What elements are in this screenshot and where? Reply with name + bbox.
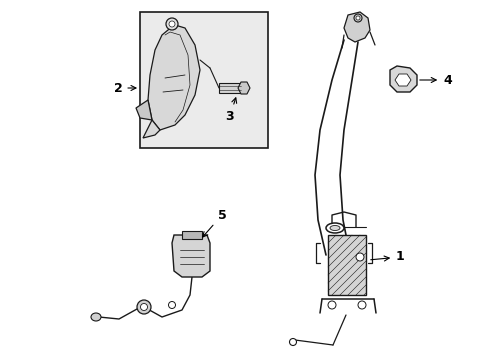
Circle shape bbox=[169, 21, 175, 27]
Circle shape bbox=[355, 16, 359, 20]
Polygon shape bbox=[142, 120, 160, 138]
Circle shape bbox=[327, 301, 335, 309]
Circle shape bbox=[355, 253, 363, 261]
Circle shape bbox=[353, 14, 361, 22]
Polygon shape bbox=[136, 100, 152, 120]
Polygon shape bbox=[238, 82, 249, 94]
Text: 5: 5 bbox=[202, 208, 226, 237]
Text: 2: 2 bbox=[113, 81, 136, 95]
Ellipse shape bbox=[91, 313, 101, 321]
Polygon shape bbox=[148, 25, 200, 130]
Text: 3: 3 bbox=[225, 98, 236, 122]
Polygon shape bbox=[343, 12, 369, 42]
Ellipse shape bbox=[325, 223, 343, 233]
Text: 1: 1 bbox=[370, 251, 404, 264]
Ellipse shape bbox=[329, 225, 339, 230]
Bar bbox=[327, 235, 365, 295]
Text: 4: 4 bbox=[419, 73, 451, 86]
Circle shape bbox=[165, 18, 178, 30]
Polygon shape bbox=[394, 74, 410, 86]
Circle shape bbox=[168, 302, 175, 309]
Circle shape bbox=[137, 300, 151, 314]
Bar bbox=[219, 83, 241, 93]
Circle shape bbox=[289, 338, 296, 346]
Circle shape bbox=[357, 301, 365, 309]
Polygon shape bbox=[389, 66, 416, 92]
Bar bbox=[140, 12, 267, 148]
Polygon shape bbox=[172, 235, 209, 277]
Circle shape bbox=[140, 303, 147, 310]
Bar bbox=[182, 231, 202, 239]
